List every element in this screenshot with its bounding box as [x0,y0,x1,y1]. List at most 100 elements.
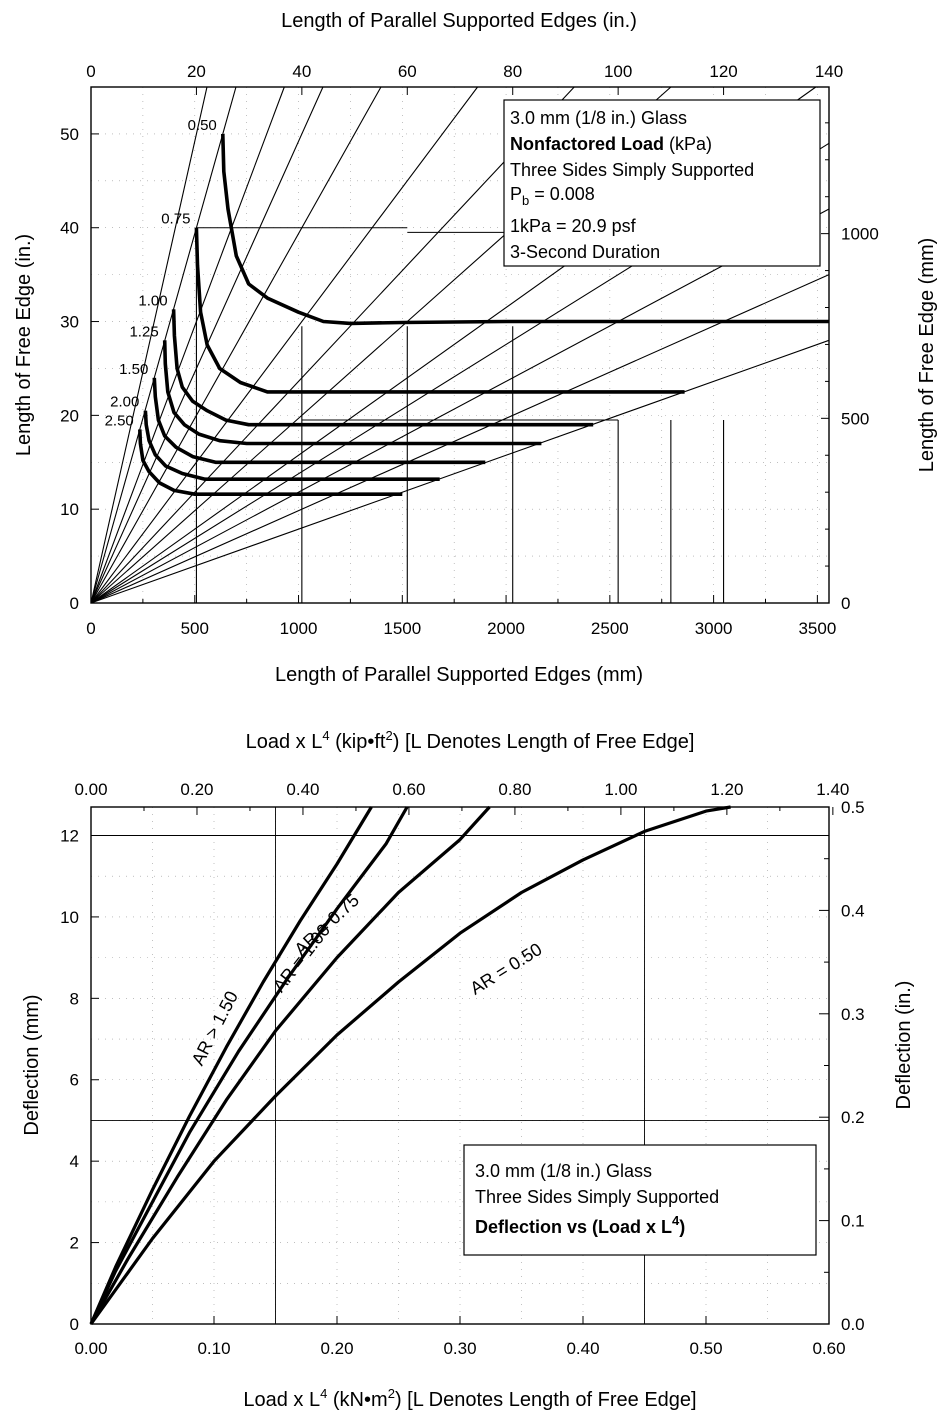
bottom-right-tick-label: 0.5 [841,798,865,817]
top-legend-line-2: Nonfactored Load (kPa) [510,134,712,154]
bottom-x-tick-label: 0.10 [197,1339,230,1358]
bottom-legend-line-3-main: Deflection vs (Load x L [475,1217,672,1237]
bottom-top-title-mid: (kip [330,731,368,753]
top-x-tick-label: 2000 [487,619,525,638]
aspect-ratio-line [90,274,830,604]
top-chart-top-axis-title: Length of Parallel Supported Edges (in.) [281,10,637,32]
bottom-top-tick-label: 1.20 [710,780,743,799]
aspect-ratio-line [90,86,208,604]
top-legend-line-3: Three Sides Simply Supported [510,160,754,180]
top-axis-tick-label: 80 [503,62,522,81]
bottom-right-tick-label: 0.3 [841,1005,865,1024]
bottom-chart-grid [91,807,829,1324]
bottom-y-tick-label: 2 [70,1234,79,1253]
bottom-y-tick-label: 4 [70,1152,79,1171]
top-legend-line-6: 3-Second Duration [510,242,660,262]
top-chart-curve-labels: 0.50 0.75 1.00 1.25 1.50 2.002.50 [105,117,217,430]
bottom-right-tick-label: 0.2 [841,1108,865,1127]
aspect-ratio-line [90,86,382,604]
load-curve-1.50 [152,377,486,465]
bottom-chart: Load x L4 (kip•ft2) [L Denotes Length of… [21,728,915,1411]
top-y-tick-label: 50 [60,125,79,144]
bottom-y-tick-label: 8 [70,989,79,1008]
bottom-top-tick-label: 0.00 [74,780,107,799]
bottom-top-title-sup: 4 [322,728,329,743]
bottom-chart-legend: 3.0 mm (1/8 in.) Glass Three Sides Simpl… [463,1144,817,1256]
bottom-legend-line-1: 3.0 mm (1/8 in.) Glass [475,1161,652,1181]
load-curve-1.25 [162,340,542,446]
bottom-top-title-unit: ft [374,731,386,753]
top-legend-line-4-sub: b [522,193,529,208]
bottom-y-tick-label: 0 [70,1315,79,1334]
aspect-ratio-line [90,86,285,604]
top-axis-tick-label: 100 [604,62,632,81]
top-chart-x-axis-title: Length of Parallel Supported Edges (mm) [275,664,643,686]
load-curve-1.00 [171,309,594,427]
top-legend-line-4-rest: = 0.008 [529,184,595,204]
bottom-top-tick-label: 0.80 [498,780,531,799]
load-curve-0.75 [194,227,685,394]
bottom-chart-y-axis-title: Deflection (mm) [21,994,43,1135]
aspect-ratio-line [90,86,575,604]
top-chart-y-axis-title: Length of Free Edge (in.) [13,234,35,456]
load-label-0.75: 0.75 [161,211,190,228]
top-axis-tick-label: 60 [398,62,417,81]
deflection-curve-2 [89,805,491,1325]
bottom-x-title-mid: (kN [327,1389,364,1411]
load-label-2.00: 2.00 [110,394,139,411]
top-chart: Length of Parallel Supported Edges (in.)… [13,10,938,686]
deflection-curve-1 [89,806,409,1325]
load-label-1.50: 1.50 [119,361,148,378]
load-label-2.50: 2.50 [105,412,134,429]
aspect-ratio-line [90,339,830,604]
deflection-curve-0 [89,806,373,1325]
top-legend-box [503,99,821,267]
aspect-ratio-line [90,208,830,604]
top-chart-right-axis-title: Length of Free Edge (mm) [916,238,938,473]
bottom-x-tick-label: 0.30 [443,1339,476,1358]
top-x-tick-label: 1000 [280,619,318,638]
bottom-x-tick-label: 0.00 [74,1339,107,1358]
bottom-chart-top-axis-title: Load x L4 (kip•ft2) [L Denotes Length of… [246,728,695,753]
bottom-x-title-dot: • [364,1389,371,1411]
deflection-label-3: AR = 0.50 [467,939,546,999]
top-right-tick-label: 1000 [841,225,879,244]
bottom-right-tick-label: 0.4 [841,901,865,920]
top-axis-tick-label: 140 [815,62,843,81]
load-curve-2.50 [138,429,403,496]
bottom-x-tick-label: 0.50 [689,1339,722,1358]
top-x-tick-label: 1500 [383,619,421,638]
top-right-tick-label: 500 [841,409,869,428]
top-legend-line-5: 1kPa = 20.9 psf [510,216,637,236]
top-legend-line-4-main: P [510,184,522,204]
bottom-x-title-main: Load x L [243,1389,320,1411]
bottom-x-tick-label: 0.60 [812,1339,845,1358]
bottom-legend-line-2: Three Sides Simply Supported [475,1187,719,1207]
top-legend-line-2-rest: (kPa) [664,134,712,154]
top-chart-aspect-ratio-lines [90,86,830,604]
load-curve-0.50 [221,133,829,326]
bottom-top-title-dot: • [367,731,374,753]
top-x-tick-label: 3000 [695,619,733,638]
bottom-right-tick-label: 0.1 [841,1212,865,1231]
load-label-1.00: 1.00 [138,292,167,309]
top-x-tick-label: 500 [181,619,209,638]
top-x-tick-label: 3500 [798,619,836,638]
top-y-tick-label: 0 [70,594,79,613]
top-y-tick-label: 30 [60,313,79,332]
bottom-chart-right-axis-title: Deflection (in.) [893,981,915,1110]
bottom-top-tick-label: 1.40 [816,780,849,799]
bottom-legend-box [463,1144,817,1256]
bottom-top-title-sup2: 2 [386,728,393,743]
bottom-chart-ticks: 0.00 0.10 0.20 0.30 0.40 0.50 0.600.00 0.20 0.40… [60,780,865,1358]
load-label-1.25: 1.25 [129,323,158,340]
top-axis-tick-label: 20 [187,62,206,81]
top-legend-line-2-bold: Nonfactored Load [510,134,664,154]
deflection-curve-3 [89,805,731,1325]
deflection-label-2: AR = 0.75 [290,890,363,960]
bottom-y-tick-label: 10 [60,908,79,927]
